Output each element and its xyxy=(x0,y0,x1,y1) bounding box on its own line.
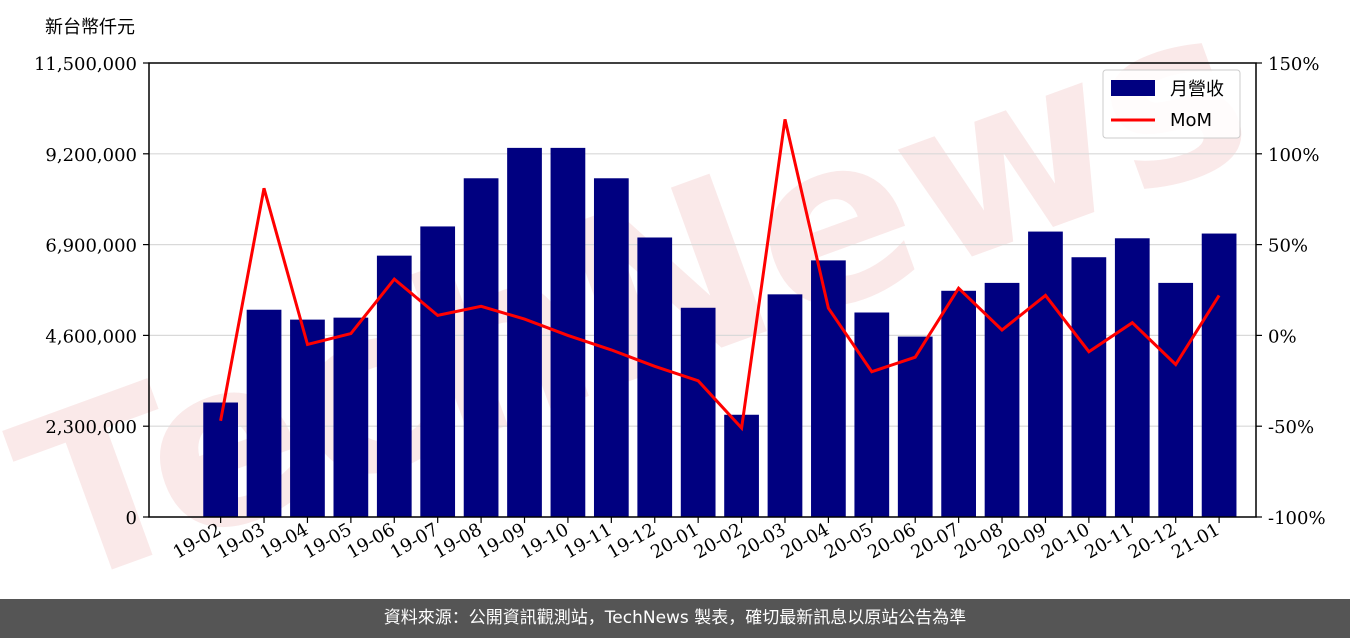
y-right-tick-label: 150% xyxy=(1268,54,1319,75)
x-tick-label: 19-12 xyxy=(604,519,659,563)
bar xyxy=(333,317,369,517)
x-tick-label: 20-10 xyxy=(1038,519,1093,563)
bar xyxy=(507,147,542,517)
bar xyxy=(1071,257,1107,517)
x-tick-label: 20-09 xyxy=(995,519,1050,563)
bar xyxy=(1028,231,1063,517)
legend-line-label: MoM xyxy=(1170,110,1212,131)
y-right-tick-label: -50% xyxy=(1268,417,1314,438)
y-left-tick-label: 4,600,000 xyxy=(45,326,137,347)
bar xyxy=(203,402,238,517)
x-tick-label: 20-07 xyxy=(908,519,963,563)
mom-line xyxy=(219,118,1221,432)
plot-frame xyxy=(148,62,1257,518)
y-right-tick-label: -100% xyxy=(1268,508,1326,529)
bar xyxy=(463,178,499,517)
x-tick-label: 20-06 xyxy=(864,519,919,563)
bar xyxy=(767,294,803,517)
bar xyxy=(637,237,673,518)
bar xyxy=(941,290,976,517)
x-tick-label: 20-11 xyxy=(1081,519,1136,563)
y-left-tick-label: 11,500,000 xyxy=(34,54,137,75)
legend-bar-swatch xyxy=(1111,80,1155,96)
axes xyxy=(143,62,1262,523)
bar xyxy=(811,260,846,517)
x-tick-label: 19-09 xyxy=(474,519,529,563)
bar xyxy=(593,178,629,517)
bar xyxy=(420,226,456,517)
bar xyxy=(376,255,412,517)
y-unit-label: 新台幣仟元 xyxy=(45,17,135,38)
y-left-tick-label: 9,200,000 xyxy=(45,145,137,166)
y-left-tick-label: 6,900,000 xyxy=(45,236,137,257)
x-tick-label: 20-01 xyxy=(647,519,702,563)
y-right-tick-label: 0% xyxy=(1268,326,1297,347)
legend-bar-label: 月營收 xyxy=(1170,79,1224,100)
x-tick-label: 20-05 xyxy=(821,519,876,563)
line-series xyxy=(219,118,1221,432)
y-left-tick-label: 0 xyxy=(126,508,137,529)
bar xyxy=(1114,238,1150,517)
y-right-tick-label: 50% xyxy=(1268,236,1308,257)
bar xyxy=(897,336,933,517)
y-right-tick-label: 100% xyxy=(1268,145,1319,166)
bar xyxy=(246,309,282,517)
x-tick-label: 20-03 xyxy=(734,519,789,563)
bar xyxy=(724,414,759,517)
y-left-tick-label: 2,300,000 xyxy=(45,417,137,438)
x-tick-label: 19-08 xyxy=(430,519,485,563)
x-tick-label: 20-04 xyxy=(777,519,832,563)
x-tick-label: 20-12 xyxy=(1125,519,1180,563)
legend: 月營收 MoM xyxy=(1102,69,1241,139)
bar xyxy=(680,307,716,517)
chart: TechNews 02,300,0004,600,0006,900,0009,2… xyxy=(0,0,1326,600)
bar xyxy=(854,312,890,517)
bar-series xyxy=(203,147,1237,518)
x-tick-label: 20-02 xyxy=(691,519,746,563)
bar xyxy=(1158,282,1194,517)
x-tick-label: 19-10 xyxy=(517,519,572,563)
x-tick-label: 19-07 xyxy=(387,519,442,563)
x-tick-label: 20-08 xyxy=(951,519,1006,563)
bar xyxy=(290,319,325,517)
x-tick-label: 19-11 xyxy=(560,519,615,563)
footer-source-note: 資料來源：公開資訊觀測站，TechNews 製表，確切最新訊息以原站公告為準 xyxy=(0,599,1350,638)
bar xyxy=(1201,233,1237,517)
x-tick-label: 21-01 xyxy=(1168,519,1223,563)
